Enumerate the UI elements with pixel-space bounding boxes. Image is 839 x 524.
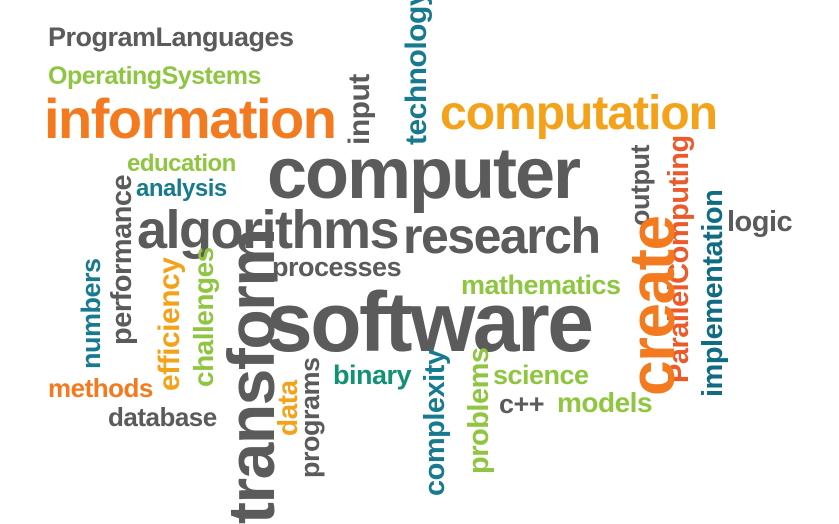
word-computer: computer bbox=[267, 134, 581, 214]
word-computation: computation bbox=[440, 87, 718, 140]
word-operating-systems: OperatingSystems bbox=[48, 62, 261, 90]
word-problems: problems bbox=[463, 347, 495, 474]
word-output: output bbox=[625, 145, 655, 226]
word-implementation: implementation bbox=[697, 189, 729, 397]
word-program-languages: ProgramLanguages bbox=[48, 22, 294, 52]
word-programs: programs bbox=[295, 357, 325, 478]
word-transform: transform bbox=[214, 229, 288, 524]
word-input: input bbox=[343, 74, 376, 145]
word-database: database bbox=[108, 402, 217, 432]
word-science: science bbox=[493, 360, 589, 390]
word-create: create bbox=[616, 216, 688, 396]
word-efficiency: efficiency bbox=[153, 257, 186, 391]
word-models: models bbox=[557, 387, 653, 418]
word-complexity: complexity bbox=[419, 349, 451, 497]
word-mathematics: mathematics bbox=[461, 270, 621, 300]
word-numbers: numbers bbox=[76, 258, 106, 369]
word-research: research bbox=[403, 208, 601, 264]
word-technology: technology bbox=[400, 0, 433, 145]
word-binary: binary bbox=[333, 360, 412, 390]
word-software: software bbox=[266, 275, 594, 369]
word-methods: methods bbox=[48, 373, 153, 403]
word-performance: performance bbox=[106, 174, 138, 345]
word-processes: processes bbox=[272, 252, 402, 282]
word-cpp: c++ bbox=[499, 389, 545, 419]
word-logic: logic bbox=[727, 206, 793, 238]
word-analysis: analysis bbox=[136, 175, 227, 202]
word-algorithms: algorithms bbox=[137, 200, 400, 260]
word-education: education bbox=[127, 150, 236, 177]
word-information: information bbox=[44, 87, 337, 150]
